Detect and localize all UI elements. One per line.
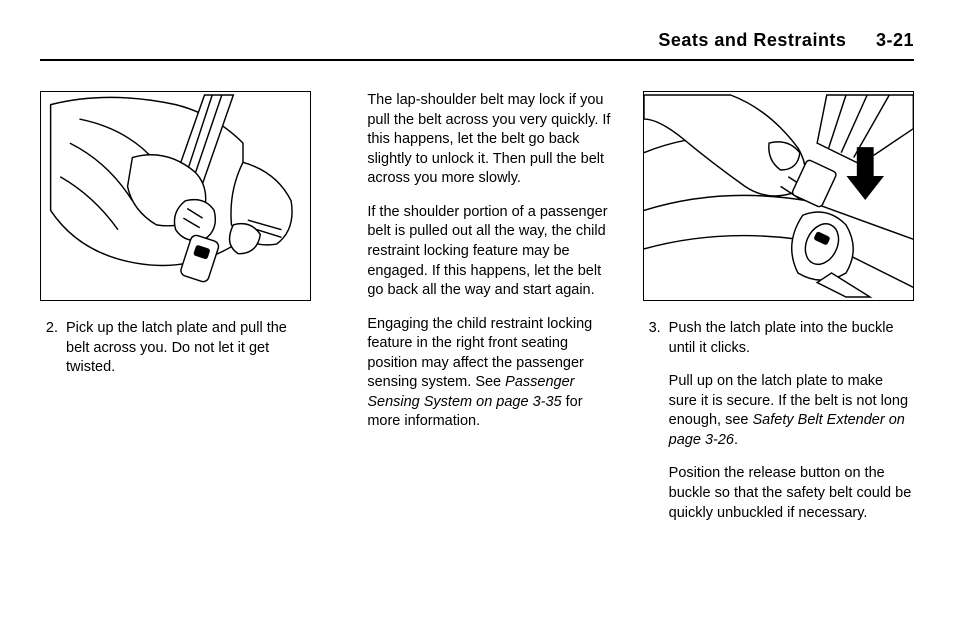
col3-para2-b: .: [734, 432, 738, 448]
column-1: 2. Pick up the latch plate and pull the …: [40, 91, 311, 537]
col2-para-3: Engaging the child restraint locking fea…: [341, 315, 612, 432]
step-list-3: 3. Push the latch plate into the buckle …: [643, 319, 914, 358]
page-header: Seats and Restraints 3-21: [40, 30, 914, 61]
page-number: 3-21: [876, 30, 914, 50]
step-list-1: 2. Pick up the latch plate and pull the …: [40, 319, 311, 378]
figure-buckle-insert: [643, 91, 914, 301]
seatbelt-pull-illustration: [41, 92, 310, 300]
column-3: 3. Push the latch plate into the buckle …: [643, 91, 914, 537]
column-2: The lap-shoulder belt may lock if you pu…: [341, 91, 612, 537]
content-columns: 2. Pick up the latch plate and pull the …: [40, 91, 914, 537]
step-3-text: Push the latch plate into the buckle unt…: [669, 319, 914, 358]
col3-para-3: Position the release button on the buckl…: [643, 464, 914, 523]
figure-latch-pull: [40, 91, 311, 301]
step-2-text: Pick up the latch plate and pull the bel…: [66, 319, 311, 378]
step-2-number: 2.: [40, 319, 66, 378]
step-3-number: 3.: [643, 319, 669, 358]
section-title: Seats and Restraints: [658, 30, 846, 50]
col2-para-1: The lap-shoulder belt may lock if you pu…: [341, 91, 612, 189]
step-3: 3. Push the latch plate into the buckle …: [643, 319, 914, 358]
seatbelt-buckle-illustration: [644, 92, 913, 300]
step-2: 2. Pick up the latch plate and pull the …: [40, 319, 311, 378]
col2-para-2: If the shoulder portion of a passenger b…: [341, 203, 612, 301]
col3-para-2: Pull up on the latch plate to make sure …: [643, 372, 914, 450]
